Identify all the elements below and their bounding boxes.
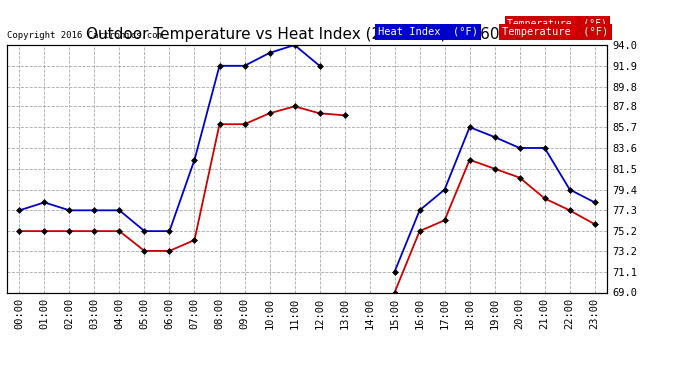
Text: Heat Index  (°F): Heat Index (°F): [378, 27, 478, 37]
Title: Outdoor Temperature vs Heat Index (24 Hours) 20160803: Outdoor Temperature vs Heat Index (24 Ho…: [86, 27, 529, 42]
Text: Temperature  (°F): Temperature (°F): [507, 19, 607, 29]
Text: Copyright 2016 Cartronics.com: Copyright 2016 Cartronics.com: [7, 31, 163, 40]
Text: Temperature  (°F): Temperature (°F): [502, 27, 609, 37]
